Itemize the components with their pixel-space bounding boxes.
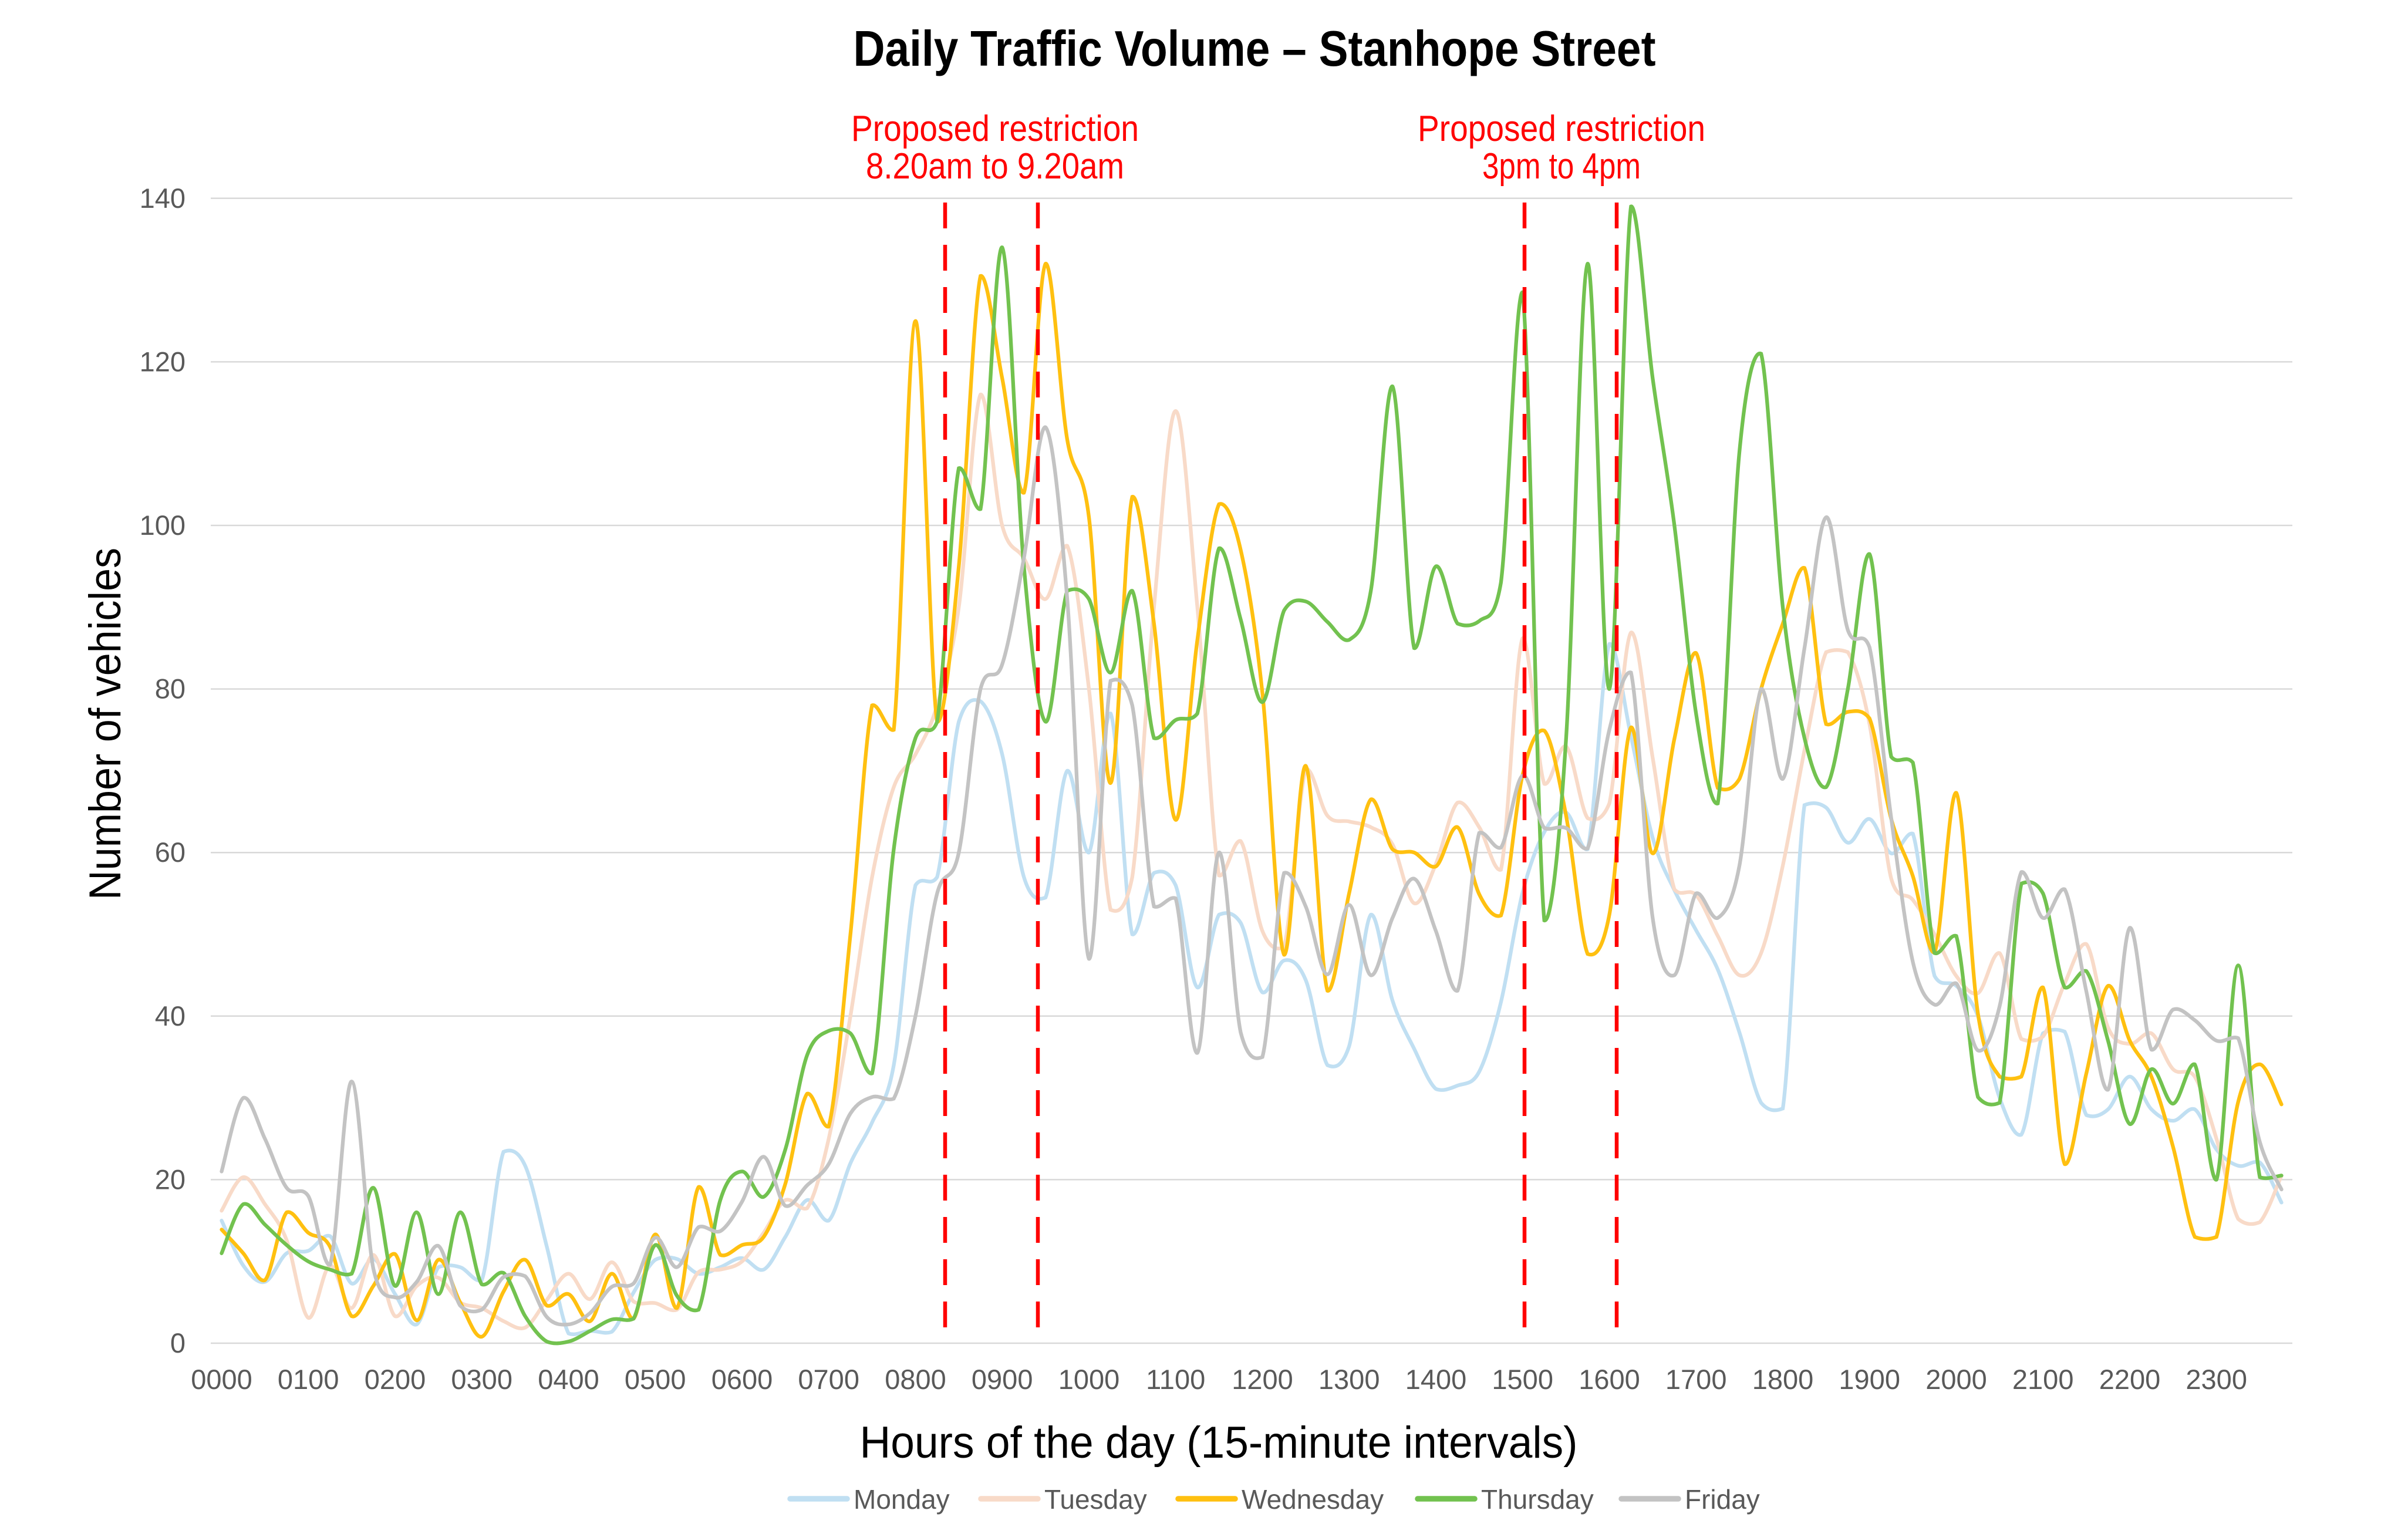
svg-text:0900: 0900 (972, 1364, 1033, 1395)
svg-text:2200: 2200 (2099, 1364, 2161, 1395)
svg-text:Proposed restriction: Proposed restriction (851, 109, 1139, 149)
svg-text:1900: 1900 (1839, 1364, 1900, 1395)
svg-text:100: 100 (140, 510, 186, 541)
svg-text:1300: 1300 (1318, 1364, 1380, 1395)
svg-text:1200: 1200 (1232, 1364, 1293, 1395)
svg-text:Monday: Monday (854, 1484, 950, 1515)
svg-text:0400: 0400 (538, 1364, 599, 1395)
svg-text:0100: 0100 (278, 1364, 339, 1395)
svg-text:1500: 1500 (1492, 1364, 1553, 1395)
svg-text:Hours of the day (15-minute in: Hours of the day (15-minute intervals) (860, 1418, 1578, 1468)
svg-text:0700: 0700 (798, 1364, 859, 1395)
svg-text:0200: 0200 (365, 1364, 426, 1395)
svg-text:3pm to 4pm: 3pm to 4pm (1482, 146, 1641, 187)
svg-text:80: 80 (155, 673, 186, 704)
svg-text:1700: 1700 (1665, 1364, 1727, 1395)
svg-text:Friday: Friday (1685, 1484, 1760, 1515)
svg-text:1400: 1400 (1405, 1364, 1467, 1395)
svg-text:140: 140 (140, 183, 186, 214)
svg-text:Thursday: Thursday (1481, 1484, 1594, 1515)
svg-text:Number of vehicles: Number of vehicles (80, 548, 130, 900)
svg-text:1100: 1100 (1146, 1364, 1205, 1395)
svg-text:2300: 2300 (2186, 1364, 2247, 1395)
svg-text:1600: 1600 (1579, 1364, 1640, 1395)
svg-text:1800: 1800 (1752, 1364, 1814, 1395)
svg-text:Daily Traffic Volume – Stanhop: Daily Traffic Volume – Stanhope Street (854, 21, 1656, 77)
svg-text:2000: 2000 (1925, 1364, 1987, 1395)
svg-text:0800: 0800 (885, 1364, 946, 1395)
svg-text:0: 0 (170, 1327, 186, 1358)
svg-text:8.20am to 9.20am: 8.20am to 9.20am (866, 146, 1124, 187)
svg-text:0600: 0600 (711, 1364, 773, 1395)
svg-text:2100: 2100 (2012, 1364, 2074, 1395)
svg-text:Wednesday: Wednesday (1242, 1484, 1384, 1515)
svg-text:Proposed restriction: Proposed restriction (1418, 109, 1705, 149)
svg-text:0000: 0000 (191, 1364, 252, 1395)
svg-text:Tuesday: Tuesday (1044, 1484, 1147, 1515)
svg-text:40: 40 (155, 1000, 186, 1031)
svg-text:20: 20 (155, 1164, 186, 1195)
svg-text:0500: 0500 (625, 1364, 686, 1395)
svg-text:0300: 0300 (451, 1364, 512, 1395)
svg-text:60: 60 (155, 837, 186, 868)
svg-text:1000: 1000 (1058, 1364, 1120, 1395)
svg-text:120: 120 (140, 346, 186, 377)
